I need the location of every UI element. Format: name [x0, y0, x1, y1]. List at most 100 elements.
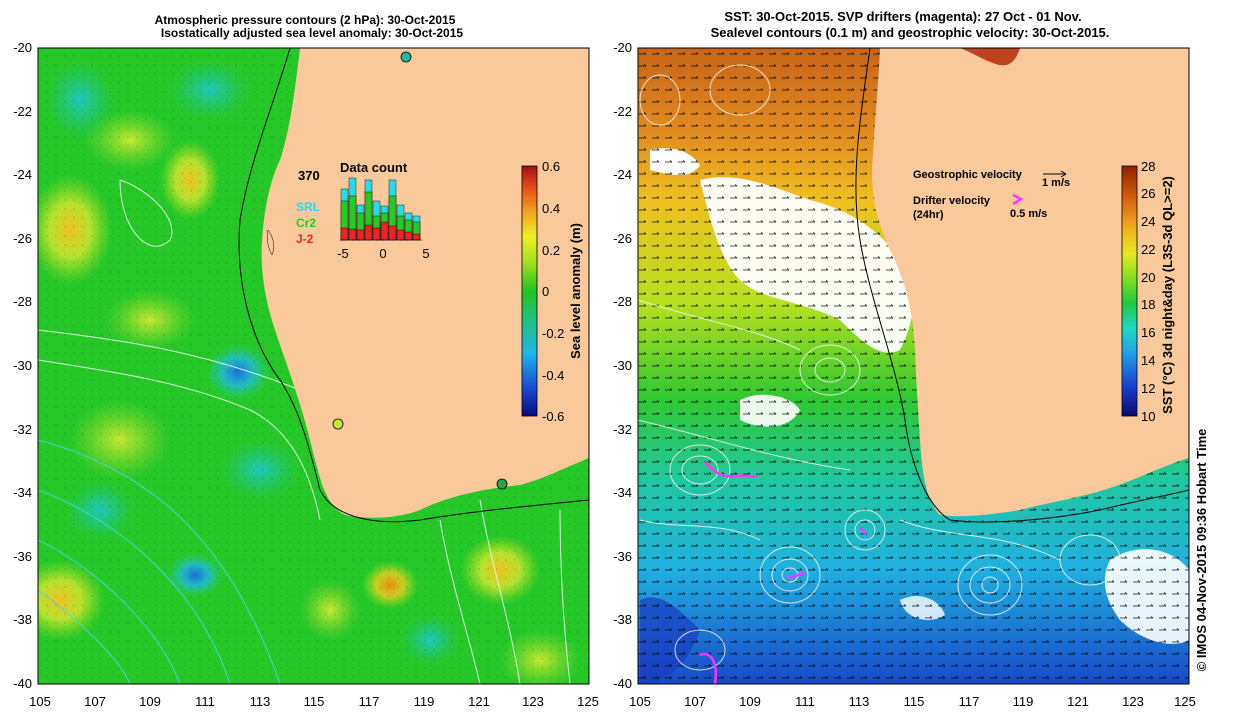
inset-x-label: 5 [422, 246, 429, 261]
right-x-tick: 121 [1067, 694, 1089, 709]
sst-colorbar-swatch [1121, 165, 1138, 417]
sla-tick: 0.4 [542, 201, 560, 216]
sla-colorbar: 0.6 0.4 0.2 0 -0.2 -0.4 -0.6 Sea level a… [521, 159, 583, 424]
sst-tick: 12 [1141, 381, 1155, 396]
sst-colorbar: 28 26 24 22 20 18 16 14 12 10 SST (°C) 3… [1121, 159, 1175, 424]
left-y-tick: -24 [13, 167, 32, 182]
right-x-tick: 119 [1013, 694, 1034, 709]
left-x-tick: 125 [577, 694, 599, 709]
sla-tick: -0.4 [542, 368, 564, 383]
drifter-tracks [699, 461, 867, 684]
left-map [38, 48, 589, 684]
sst-tick: 28 [1141, 159, 1155, 174]
sla-tick: -0.2 [542, 326, 564, 341]
left-x-tick: 107 [84, 694, 106, 709]
left-title-line1: Atmospheric pressure contours (2 hPa): 3… [155, 13, 456, 27]
left-y-tick: -30 [13, 358, 32, 373]
sla-colorbar-swatch [521, 165, 538, 417]
left-y-tick: -20 [13, 40, 32, 55]
right-x-tick: 107 [684, 694, 706, 709]
sla-tick: 0 [542, 284, 549, 299]
left-y-axis: -20 -22 -24 -26 -28 -30 -32 -34 -36 -38 … [13, 40, 32, 691]
left-x-tick: 119 [414, 694, 435, 709]
inset-bars [340, 177, 421, 241]
geostrophic-velocity-label: Geostrophic velocity [913, 169, 1023, 181]
left-map-frame [37, 47, 590, 685]
sst-tick: 22 [1141, 242, 1155, 257]
right-title-line2: Sealevel contours (0.1 m) and geostrophi… [711, 25, 1110, 40]
right-y-tick: -38 [613, 612, 632, 627]
right-y-tick: -36 [613, 549, 632, 564]
left-x-tick: 111 [195, 694, 215, 709]
sealevel-contours [638, 64, 1121, 671]
right-y-tick: -24 [613, 167, 632, 182]
legend-j2: J-2 [296, 232, 314, 246]
right-y-tick: -40 [613, 676, 632, 691]
data-count-inset: Data count 370 SRL Cr2 J-2 [296, 160, 430, 261]
right-x-tick: 117 [959, 694, 980, 709]
left-y-tick: -28 [13, 294, 32, 309]
right-y-tick: -20 [613, 40, 632, 55]
left-y-tick: -36 [13, 549, 32, 564]
left-shelf-contour [238, 48, 589, 523]
sst-tick: 16 [1141, 325, 1155, 340]
sst-tick: 26 [1141, 186, 1155, 201]
right-y-tick: -26 [613, 231, 632, 246]
right-y-tick: -30 [613, 358, 632, 373]
right-map-frame [637, 47, 1190, 685]
sst-tick: 20 [1141, 270, 1155, 285]
right-x-tick: 123 [1122, 694, 1144, 709]
right-y-tick: -34 [613, 485, 632, 500]
velocity-legend: Geostrophic velocity 1 m/s Drifter veloc… [913, 169, 1070, 221]
drifter-scale-value: 0.5 m/s [1010, 208, 1047, 220]
left-x-tick: 123 [522, 694, 544, 709]
left-x-tick: 113 [250, 694, 271, 709]
left-title-line2: Isostatically adjusted sea level anomaly… [161, 26, 463, 40]
right-shelf-contour [855, 48, 1189, 523]
pressure-contours-cyan [38, 439, 281, 684]
left-y-tick: -26 [13, 231, 32, 246]
drifter-velocity-sub: (24hr) [913, 209, 944, 221]
inset-max-label: 370 [298, 168, 320, 183]
drifter-scale-arrow [1012, 193, 1024, 206]
left-y-tick: -40 [13, 676, 32, 691]
left-x-tick: 115 [304, 694, 325, 709]
right-y-tick: -22 [613, 104, 632, 119]
sst-colorbar-label: SST (°C) 3d night&day (L3S-3d QL>=2) [1160, 176, 1175, 414]
sla-tick: 0.6 [542, 159, 560, 174]
right-australia-land [872, 48, 1189, 517]
right-y-tick: -28 [613, 294, 632, 309]
right-x-tick: 105 [629, 694, 651, 709]
left-x-tick: 105 [29, 694, 51, 709]
right-x-tick: 125 [1174, 694, 1196, 709]
legend-srl: SRL [296, 200, 320, 214]
inset-x-label: 0 [379, 246, 386, 261]
left-y-tick: -32 [13, 422, 32, 437]
imos-credit: © IMOS 04-Nov-2015 09:36 Hobart Time [1194, 429, 1209, 672]
inset-title: Data count [340, 160, 408, 175]
right-x-tick: 113 [849, 694, 870, 709]
left-y-tick: -22 [13, 104, 32, 119]
legend-cr2: Cr2 [296, 216, 316, 230]
sst-tick: 18 [1141, 297, 1155, 312]
left-australia-land [261, 48, 589, 518]
right-map [638, 48, 1189, 684]
left-x-tick: 109 [139, 694, 161, 709]
left-y-tick: -38 [13, 612, 32, 627]
right-x-tick: 109 [739, 694, 761, 709]
inset-x-label: -5 [337, 246, 349, 261]
sla-tick: 0.2 [542, 243, 560, 258]
left-x-tick: 117 [359, 694, 380, 709]
right-x-axis: 105 107 109 111 113 115 117 119 121 123 … [629, 694, 1196, 709]
sla-tick: -0.6 [542, 409, 564, 424]
right-y-tick: -32 [613, 422, 632, 437]
sst-tick: 10 [1141, 409, 1155, 424]
sst-tick: 14 [1141, 353, 1155, 368]
drifter-velocity-label: Drifter velocity [913, 195, 991, 207]
right-title-line1: SST: 30-Oct-2015. SVP drifters (magenta)… [724, 9, 1081, 24]
left-x-axis: 105 107 109 111 113 115 117 119 121 123 … [29, 694, 599, 709]
right-x-tick: 115 [904, 694, 925, 709]
right-y-axis: -20 -22 -24 -26 -28 -30 -32 -34 -36 -38 … [613, 40, 632, 691]
